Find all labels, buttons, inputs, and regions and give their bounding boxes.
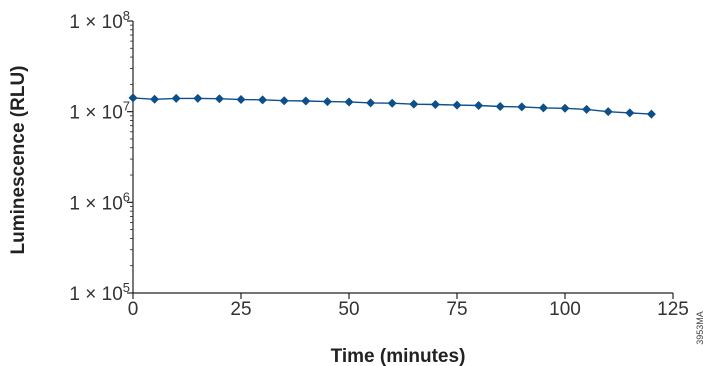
data-point <box>193 93 203 103</box>
data-point <box>128 93 138 103</box>
x-tick-label: 0 <box>128 299 139 320</box>
data-point <box>582 104 592 114</box>
data-point <box>625 108 635 118</box>
data-point <box>322 97 332 107</box>
data-point <box>495 102 505 112</box>
data-point <box>214 94 224 104</box>
x-axis-title: Time (minutes) <box>331 346 466 366</box>
data-point <box>258 95 268 105</box>
data-point <box>603 107 613 117</box>
figure-code: 3953MA <box>695 311 705 345</box>
x-tick-label: 125 <box>657 299 689 320</box>
data-point <box>236 95 246 105</box>
data-point <box>430 99 440 109</box>
data-point <box>560 103 570 113</box>
x-tick-label: 100 <box>549 299 581 320</box>
data-point <box>366 98 376 108</box>
x-tick-label: 50 <box>338 299 359 320</box>
x-tick-label: 75 <box>446 299 467 320</box>
data-point <box>150 94 160 104</box>
y-tick-label: 1 × 105 <box>69 280 130 305</box>
y-axis-title: Luminescence (RLU) <box>8 66 29 255</box>
y-tick-label: 1 × 107 <box>69 99 130 124</box>
data-point <box>279 96 289 106</box>
data-point <box>517 102 527 112</box>
data-point <box>646 109 656 119</box>
data-point <box>301 96 311 106</box>
x-tick-label: 25 <box>230 299 251 320</box>
data-point <box>538 103 548 113</box>
data-point <box>344 97 354 107</box>
y-tick-label: 1 × 108 <box>69 8 130 33</box>
tick-labels: 0 25 50 75 100 125 1 × 105 1 × 106 1 × 107 1 × 10… <box>69 8 688 320</box>
series-layer <box>128 93 656 119</box>
data-point <box>452 100 462 110</box>
axes <box>127 20 674 299</box>
data-point <box>171 93 181 103</box>
data-point <box>409 99 419 109</box>
y-tick-label: 1 × 106 <box>69 189 130 214</box>
data-point <box>387 98 397 108</box>
data-point <box>474 100 484 110</box>
